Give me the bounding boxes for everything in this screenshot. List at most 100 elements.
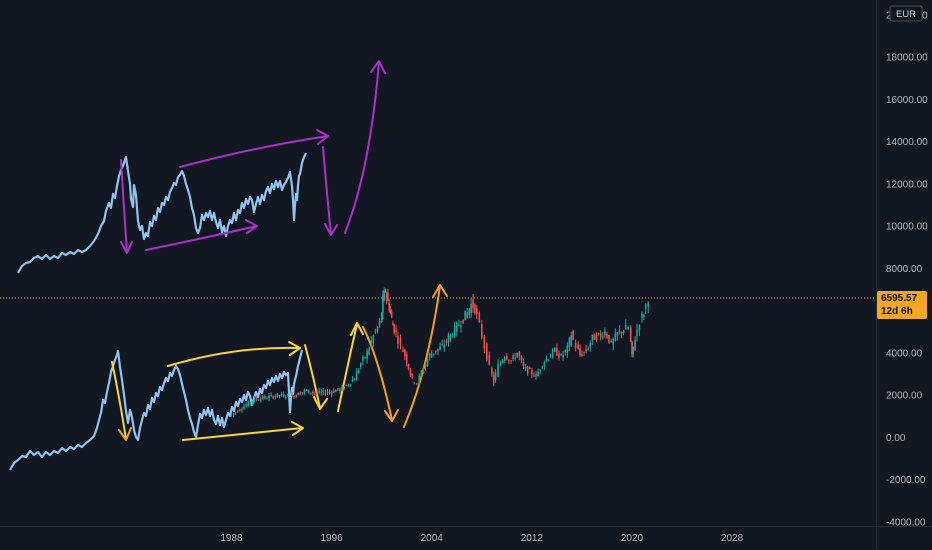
candle-body (524, 366, 527, 369)
candle-body (435, 350, 437, 352)
candle-body (514, 357, 516, 359)
pasted-price-line-upper (17, 152, 307, 274)
magenta-support-arrow-head (245, 219, 258, 234)
candle-body (522, 362, 525, 367)
user-drawings[interactable] (9, 60, 448, 471)
yellow-support-arrow (182, 427, 303, 441)
candle-body (466, 312, 468, 319)
x-tick-label: 2028 (721, 533, 744, 544)
candle-body (570, 335, 573, 346)
candle-body (384, 290, 387, 292)
candle-body (644, 304, 647, 309)
candle-body (574, 342, 577, 348)
candle-body (241, 409, 243, 411)
candle-body (526, 366, 529, 374)
candle-body (604, 331, 606, 336)
candle-body (345, 384, 348, 386)
candle-body (556, 347, 558, 356)
candle-body (606, 333, 608, 338)
candle-body (272, 396, 275, 399)
candle-body (464, 310, 466, 321)
y-tick-label: -4000.00 (886, 517, 926, 528)
magenta-resistance-arrow (179, 135, 329, 168)
candle-body (259, 398, 262, 401)
candle-body (512, 355, 514, 359)
candle-body (389, 309, 392, 313)
time-axis[interactable]: 1988 1996 2004 2012 2020 2028 (220, 533, 743, 544)
magenta-rally-arrow-head (370, 60, 386, 74)
candle-body (270, 394, 272, 396)
candle-body (390, 311, 393, 318)
candle-body (316, 391, 318, 393)
candle-body (266, 398, 268, 400)
candle-body (528, 367, 531, 369)
candle-body (549, 356, 552, 358)
candle-body (364, 356, 366, 358)
candle-body (282, 394, 285, 397)
candle-body (437, 348, 439, 352)
candle-body (234, 412, 237, 414)
magenta-pullback-arrow-head (324, 223, 338, 236)
candle-body (614, 333, 617, 341)
candle-body (545, 359, 548, 361)
y-tick-label: 12000.00 (886, 179, 928, 190)
candle-body (236, 411, 239, 413)
candle-body (451, 335, 454, 337)
candle-body (312, 392, 314, 394)
x-tick-label: 2020 (621, 533, 644, 544)
candle-body (449, 334, 452, 340)
candle-body (503, 357, 506, 361)
yellow-resistance-arrow-head (288, 341, 301, 356)
candle-body (441, 344, 443, 346)
candle-body (595, 334, 598, 341)
candle-body (488, 355, 491, 365)
last-price-tag-bg (877, 290, 927, 319)
candle-body (497, 363, 499, 377)
orange-wave-arrow (362, 326, 393, 421)
candle-body (268, 395, 270, 399)
candle-body (627, 327, 630, 330)
candle-body (636, 329, 638, 336)
x-tick-label: 1988 (220, 533, 243, 544)
candle-body (634, 339, 636, 351)
yellow-rebound-arrow-head (350, 322, 364, 336)
candle-body (418, 375, 421, 384)
candle-body (318, 390, 320, 394)
candle-body (558, 353, 560, 358)
candle-body (583, 351, 585, 353)
magenta-resistance-arrow-head (316, 129, 329, 145)
candle-body (551, 349, 554, 357)
magenta-scenario-arrows (120, 60, 386, 254)
candle-body (453, 325, 456, 337)
currency-label-text: EUR (896, 9, 916, 20)
candle-body (392, 323, 394, 326)
candle-body (409, 369, 412, 376)
candle-body (474, 304, 476, 314)
candle-body (533, 375, 535, 377)
candle-body (357, 369, 360, 373)
candle-body (297, 392, 300, 396)
y-tick-label: -2000.00 (886, 475, 926, 486)
candle-body (620, 332, 623, 334)
last-price-tag: 6595.57 12d 6h (877, 290, 927, 319)
candle-body (426, 359, 429, 367)
candle-body (475, 308, 478, 315)
candle-body (293, 396, 295, 398)
y-tick-label: 4000.00 (886, 348, 923, 359)
candle-body (405, 354, 408, 364)
candle-body (439, 346, 441, 350)
candle-body (280, 393, 283, 396)
candle-body (585, 349, 587, 352)
currency-label[interactable]: EUR (889, 5, 923, 22)
candle-body (278, 394, 281, 396)
candle-body (362, 356, 364, 361)
candle-body (579, 348, 581, 355)
candle-body (460, 325, 462, 328)
candle-body (255, 398, 258, 400)
candle-body (349, 384, 352, 386)
candle-body (245, 404, 247, 407)
candle-body (589, 342, 592, 347)
candle-body (337, 388, 339, 390)
candle-body (309, 392, 312, 394)
